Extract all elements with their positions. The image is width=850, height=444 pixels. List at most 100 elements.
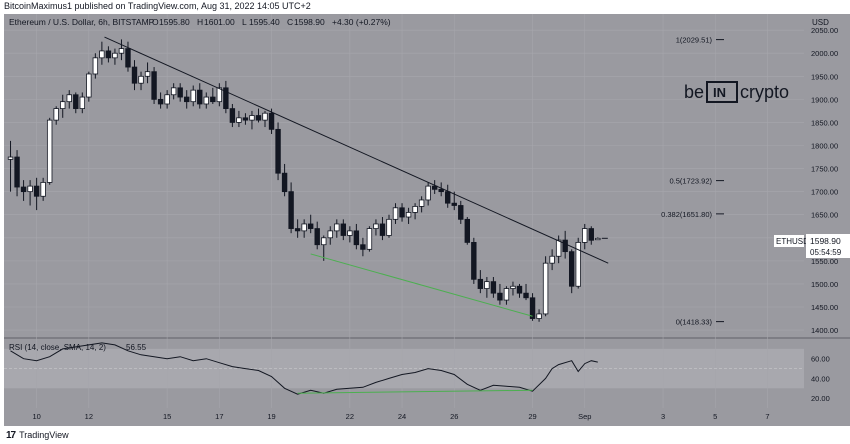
time-tick-label: 19 bbox=[267, 412, 275, 421]
bullish-candle bbox=[392, 203, 399, 224]
symbol-tag-bg bbox=[774, 235, 804, 247]
price-tick-label: 1850.00 bbox=[811, 118, 838, 127]
ohlc-key: C bbox=[287, 17, 293, 27]
bullish-candle bbox=[60, 94, 66, 118]
bullish-candle bbox=[334, 219, 340, 238]
candle-body bbox=[301, 223, 307, 232]
candle-body bbox=[510, 285, 516, 289]
candle-body bbox=[575, 242, 581, 287]
candle-body bbox=[445, 191, 451, 204]
bullish-candle bbox=[412, 203, 418, 220]
candle-body bbox=[79, 96, 86, 109]
candle-body bbox=[503, 288, 510, 301]
candle-body bbox=[164, 94, 170, 105]
beincrypto-logo: be IN crypto bbox=[684, 81, 789, 103]
time-tick-label: 24 bbox=[398, 412, 406, 421]
candle-body bbox=[177, 87, 183, 98]
candle-body bbox=[281, 172, 288, 193]
time-tick-label: 5 bbox=[713, 412, 717, 421]
candle-body bbox=[262, 112, 268, 121]
bearish-candle bbox=[379, 217, 386, 241]
bullish-candle bbox=[301, 219, 307, 238]
candle-body bbox=[542, 262, 549, 315]
bullish-candle bbox=[138, 71, 144, 91]
fib-level-label: 0.382(1651.80) bbox=[661, 210, 712, 219]
candle-body bbox=[131, 66, 138, 84]
candle-body bbox=[40, 182, 46, 197]
bearish-candle bbox=[223, 80, 229, 114]
bullish-candle bbox=[79, 92, 86, 114]
bearish-candle bbox=[399, 203, 405, 222]
candle-body bbox=[203, 96, 209, 105]
bullish-candle bbox=[373, 219, 379, 236]
candle-body bbox=[484, 281, 490, 289]
bearish-candle bbox=[497, 283, 503, 305]
candle-body bbox=[412, 206, 418, 213]
bearish-candle bbox=[562, 230, 568, 259]
ohlc-value: 1598.90 bbox=[294, 17, 325, 27]
candle-body bbox=[562, 239, 568, 253]
descending-resistance-line[interactable] bbox=[104, 36, 609, 264]
candle-body bbox=[438, 188, 444, 193]
price-tick-label: 1450.00 bbox=[811, 303, 838, 312]
tradingview-brand: TradingView bbox=[19, 430, 69, 440]
bearish-candle bbox=[242, 113, 249, 125]
bearish-candle bbox=[471, 237, 477, 284]
bullish-candle bbox=[144, 62, 151, 84]
bullish-candle bbox=[366, 226, 373, 252]
symbol-legend: Ethereum / U.S. Dollar, 6h, BITSTAMP bbox=[9, 17, 155, 27]
candle-body bbox=[588, 228, 594, 241]
bearish-candle bbox=[268, 108, 275, 134]
candle-body bbox=[523, 292, 529, 299]
candle-body bbox=[464, 218, 470, 243]
candle-body bbox=[451, 202, 457, 206]
rsi-axis[interactable]: 60.00 40.00 20.00 bbox=[811, 355, 830, 403]
ohlc-key: L bbox=[242, 17, 247, 27]
bearish-candle bbox=[588, 226, 594, 245]
rsi-tick-label: 40.00 bbox=[811, 374, 830, 383]
bar-countdown: 05:54:59 bbox=[810, 248, 842, 257]
candle-body bbox=[471, 242, 477, 280]
price-tick-label: 1900.00 bbox=[811, 95, 838, 104]
ohlc-value: 1595.80 bbox=[159, 17, 190, 27]
bearish-candle bbox=[431, 180, 438, 194]
candle-body bbox=[190, 89, 196, 103]
bearish-candle bbox=[157, 92, 164, 109]
bullish-candle bbox=[86, 71, 92, 102]
bearish-candle bbox=[33, 177, 40, 211]
price-tick-label: 1550.00 bbox=[811, 257, 838, 266]
rsi-tick-label: 20.00 bbox=[811, 394, 830, 403]
candle-body bbox=[314, 228, 320, 246]
candle-body bbox=[418, 199, 425, 207]
candlesticks bbox=[7, 39, 601, 322]
footer: 17 TradingView bbox=[6, 428, 69, 442]
price-tick-label: 1800.00 bbox=[811, 142, 838, 151]
bullish-candle bbox=[503, 286, 510, 305]
candle-body bbox=[275, 128, 281, 174]
symbol-tag: ETHUSD bbox=[776, 237, 809, 246]
logo-bracket bbox=[706, 81, 738, 103]
bullish-candle bbox=[170, 83, 177, 100]
bearish-candle bbox=[20, 180, 27, 201]
bullish-candle bbox=[555, 235, 562, 264]
price-tick-label: 1700.00 bbox=[811, 188, 838, 197]
price-tick-label: 1400.00 bbox=[811, 326, 838, 335]
candle-body bbox=[60, 101, 66, 109]
time-tick-label: 7 bbox=[765, 412, 769, 421]
ohlc-value: 1595.40 bbox=[249, 17, 280, 27]
last-price-box bbox=[806, 234, 850, 258]
rsi-divergence-line[interactable] bbox=[297, 389, 533, 394]
candle-body bbox=[46, 119, 53, 183]
candle-body bbox=[184, 96, 190, 103]
candle-body bbox=[334, 223, 340, 232]
bullish-candle bbox=[484, 277, 490, 298]
bearish-candle bbox=[438, 182, 444, 197]
price-tick-label: 2000.00 bbox=[811, 49, 838, 58]
price-tick-label: 1950.00 bbox=[811, 72, 838, 81]
bearish-candle bbox=[464, 217, 470, 245]
price-divergence-line[interactable] bbox=[310, 253, 533, 317]
time-axis[interactable]: 10 12 15 17 19 22 24 26 29 Sep 3 5 7 bbox=[32, 412, 769, 421]
candle-body bbox=[347, 230, 353, 236]
